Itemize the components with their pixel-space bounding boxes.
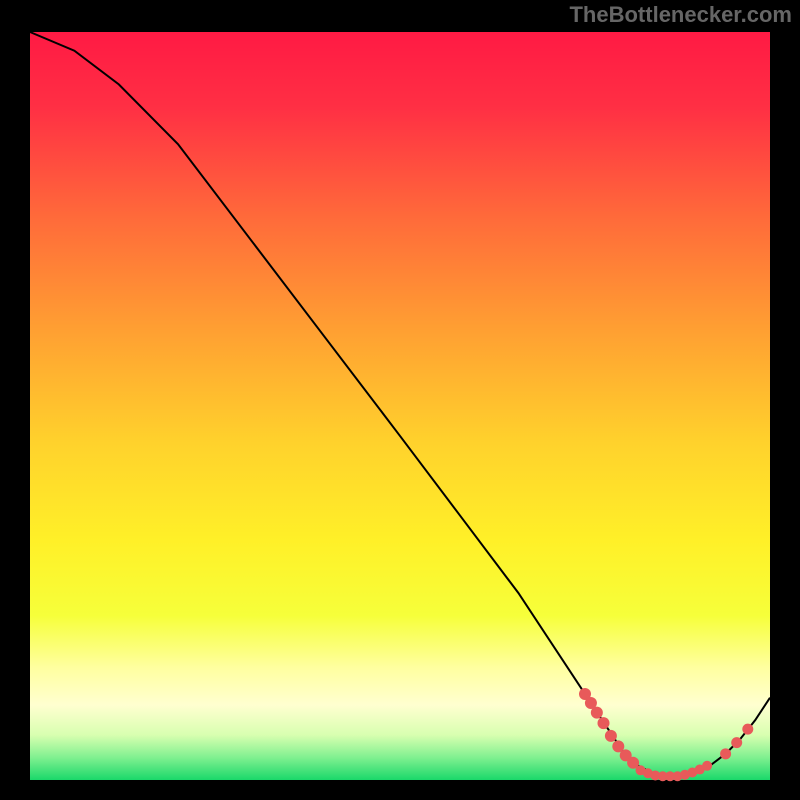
data-marker bbox=[720, 748, 731, 759]
data-marker bbox=[742, 724, 753, 735]
data-marker bbox=[605, 730, 617, 742]
data-marker bbox=[598, 717, 610, 729]
chart-background bbox=[30, 32, 770, 780]
data-marker bbox=[731, 737, 742, 748]
data-marker bbox=[591, 707, 603, 719]
bottleneck-chart bbox=[0, 0, 800, 800]
watermark-text: TheBottlenecker.com bbox=[569, 2, 792, 28]
data-marker bbox=[702, 761, 712, 771]
